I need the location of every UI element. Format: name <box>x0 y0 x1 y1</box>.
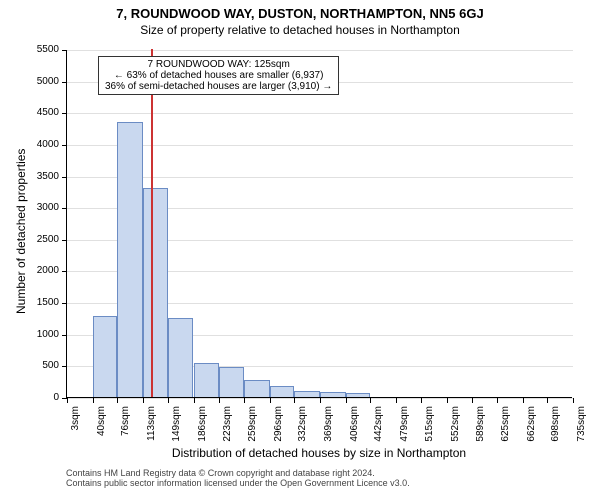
xtick-mark <box>270 398 271 403</box>
histogram-bar <box>168 318 194 397</box>
x-axis-label: Distribution of detached houses by size … <box>66 446 572 460</box>
ytick-mark <box>62 208 67 209</box>
xtick-mark <box>573 398 574 403</box>
xtick-mark <box>194 398 195 403</box>
xtick-mark <box>497 398 498 403</box>
xtick-mark <box>472 398 473 403</box>
ytick-mark <box>62 271 67 272</box>
xtick-mark <box>447 398 448 403</box>
ytick-label: 3000 <box>19 202 59 213</box>
chart-title: 7, ROUNDWOOD WAY, DUSTON, NORTHAMPTON, N… <box>0 6 600 21</box>
xtick-mark <box>396 398 397 403</box>
ytick-label: 3500 <box>19 171 59 182</box>
xtick-mark <box>547 398 548 403</box>
xtick-label: 76sqm <box>120 406 131 450</box>
chart-container: 7, ROUNDWOOD WAY, DUSTON, NORTHAMPTON, N… <box>0 0 600 500</box>
xtick-label: 149sqm <box>171 406 182 450</box>
xtick-label: 223sqm <box>222 406 233 450</box>
ytick-label: 500 <box>19 360 59 371</box>
ytick-mark <box>62 113 67 114</box>
xtick-label: 442sqm <box>373 406 384 450</box>
xtick-mark <box>67 398 68 403</box>
chart-subtitle: Size of property relative to detached ho… <box>0 23 600 37</box>
footer-line-2: Contains public sector information licen… <box>66 478 410 488</box>
footer: Contains HM Land Registry data © Crown c… <box>66 468 410 488</box>
ytick-mark <box>62 335 67 336</box>
xtick-label: 662sqm <box>526 406 537 450</box>
ytick-mark <box>62 366 67 367</box>
xtick-label: 406sqm <box>349 406 360 450</box>
histogram-bar <box>194 363 220 397</box>
xtick-label: 259sqm <box>247 406 258 450</box>
histogram-bar <box>346 393 371 397</box>
ytick-label: 1000 <box>19 329 59 340</box>
xtick-mark <box>421 398 422 403</box>
ytick-mark <box>62 145 67 146</box>
histogram-bar <box>117 122 143 397</box>
ytick-label: 0 <box>19 392 59 403</box>
ytick-mark <box>62 82 67 83</box>
xtick-mark <box>294 398 295 403</box>
ytick-label: 2000 <box>19 265 59 276</box>
xtick-mark <box>320 398 321 403</box>
xtick-label: 186sqm <box>197 406 208 450</box>
xtick-label: 735sqm <box>576 406 587 450</box>
ytick-label: 2500 <box>19 234 59 245</box>
xtick-label: 589sqm <box>475 406 486 450</box>
xtick-mark <box>346 398 347 403</box>
xtick-mark <box>143 398 144 403</box>
xtick-mark <box>219 398 220 403</box>
annotation-box: 7 ROUNDWOOD WAY: 125sqm ← 63% of detache… <box>98 56 339 95</box>
ytick-mark <box>62 50 67 51</box>
histogram-bar <box>244 380 270 397</box>
ytick-label: 4500 <box>19 107 59 118</box>
xtick-mark <box>523 398 524 403</box>
histogram-bar <box>320 392 346 397</box>
annotation-line-1: 7 ROUNDWOOD WAY: 125sqm <box>105 59 332 70</box>
marker-line <box>151 49 153 397</box>
xtick-label: 552sqm <box>450 406 461 450</box>
ytick-label: 5000 <box>19 76 59 87</box>
annotation-line-3: 36% of semi-detached houses are larger (… <box>105 81 332 92</box>
histogram-bar <box>93 316 118 397</box>
annotation-line-2: ← 63% of detached houses are smaller (6,… <box>105 70 332 81</box>
xtick-mark <box>244 398 245 403</box>
histogram-bar <box>143 188 168 397</box>
ytick-label: 1500 <box>19 297 59 308</box>
xtick-label: 40sqm <box>96 406 107 450</box>
histogram-bar <box>219 367 244 397</box>
xtick-label: 113sqm <box>146 406 157 450</box>
xtick-label: 332sqm <box>297 406 308 450</box>
gridline <box>67 113 573 114</box>
xtick-label: 3sqm <box>70 406 81 450</box>
xtick-mark <box>370 398 371 403</box>
histogram-bar <box>294 391 320 397</box>
xtick-label: 698sqm <box>550 406 561 450</box>
xtick-mark <box>117 398 118 403</box>
xtick-label: 369sqm <box>323 406 334 450</box>
xtick-mark <box>168 398 169 403</box>
ytick-label: 4000 <box>19 139 59 150</box>
footer-line-1: Contains HM Land Registry data © Crown c… <box>66 468 410 478</box>
xtick-label: 296sqm <box>273 406 284 450</box>
xtick-label: 515sqm <box>424 406 435 450</box>
xtick-mark <box>93 398 94 403</box>
plot-area <box>66 50 572 398</box>
ytick-mark <box>62 303 67 304</box>
ytick-mark <box>62 240 67 241</box>
gridline <box>67 50 573 51</box>
ytick-label: 5500 <box>19 44 59 55</box>
xtick-label: 625sqm <box>500 406 511 450</box>
histogram-bar <box>270 386 295 397</box>
xtick-label: 479sqm <box>399 406 410 450</box>
ytick-mark <box>62 177 67 178</box>
